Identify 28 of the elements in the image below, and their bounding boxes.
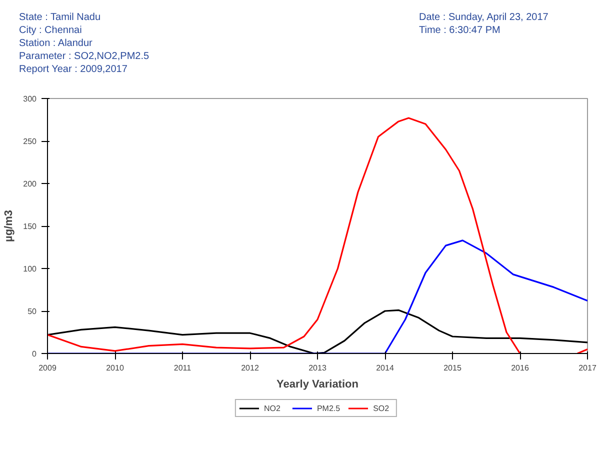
x-tick-label: 2010	[106, 364, 124, 372]
text: Date : Sunday, April 23, 2017	[419, 11, 548, 25]
y-tick-label: 0	[32, 350, 38, 358]
text: Report Year : 2009,2017	[19, 63, 128, 77]
x-tick-label: 2016	[511, 364, 530, 372]
legend-label: NO2	[264, 403, 282, 413]
x-tick-label: 2012	[241, 364, 260, 372]
x-tick-label: 2014	[376, 364, 394, 372]
text: Parameter : SO2,NO2,PM2.5	[19, 50, 150, 64]
text: Station : Alandur	[19, 37, 92, 51]
y-tick-label: 50	[28, 307, 38, 316]
legend-label: SO2	[373, 403, 390, 413]
x-axis-title: Yearly Variation	[276, 378, 359, 390]
text: Time : 6:30:47 PM	[419, 24, 500, 38]
y-tick-label: 100	[23, 264, 38, 274]
y-tick-label: 150	[23, 222, 38, 231]
y-tick-label: 250	[23, 137, 38, 146]
y-tick-label: 200	[23, 180, 38, 188]
text: State : Tamil Nadu	[19, 11, 101, 25]
y-axis-title: µg/m3	[3, 210, 16, 242]
x-tick-label: 2015	[444, 364, 462, 372]
x-tick-label: 2017	[578, 364, 597, 372]
x-tick-label: 2011	[174, 364, 192, 372]
x-tick-label: 2009	[38, 364, 57, 372]
y-tick-label: 300	[23, 94, 38, 104]
legend-label: PM2.5	[316, 403, 340, 413]
x-tick-label: 2013	[308, 364, 327, 372]
text: City : Chennai	[19, 24, 82, 38]
